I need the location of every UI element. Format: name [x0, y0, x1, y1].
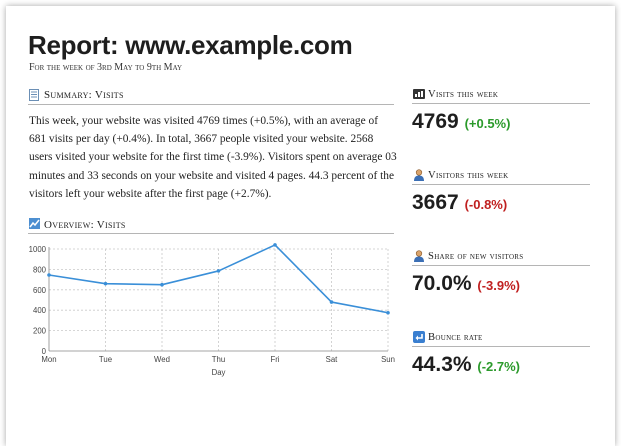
data-point	[216, 269, 221, 273]
x-tick-label: Fri	[270, 355, 279, 364]
y-tick-label: 0	[42, 347, 47, 356]
x-tick-label: Wed	[154, 355, 170, 364]
stat-label-bounce: Bounce rate	[428, 332, 483, 343]
stat-rule	[412, 265, 590, 266]
user-icon	[414, 250, 424, 262]
user-icon	[414, 169, 424, 181]
report-title: Report: www.example.com	[28, 30, 353, 60]
x-tick-label: Thu	[212, 355, 225, 364]
summary-text: This week, your website was visited 4769…	[29, 115, 397, 200]
stat-change: (-3.9%)	[477, 278, 521, 293]
stat-rule	[412, 184, 590, 185]
x-tick-label: Sun	[381, 355, 395, 364]
stats-icon	[413, 89, 425, 99]
stat-value-new-visitors: 70.0% (-3.9%)	[412, 272, 520, 296]
return-arrow-icon	[413, 331, 425, 343]
data-point	[386, 310, 390, 315]
stat-rule	[412, 346, 590, 347]
stat-label-visits: Visits this week	[428, 89, 499, 100]
document-icon	[29, 89, 39, 101]
x-axis-label: Day	[212, 368, 226, 377]
data-point	[103, 281, 108, 286]
y-tick-label: 800	[33, 265, 47, 274]
data-point	[329, 300, 334, 304]
y-tick-label: 1000	[29, 245, 47, 254]
visits-line-chart: 0 200 400 600 800 1000 Mon Tue Wed Thu Fri Sat Sun Da…	[29, 243, 395, 377]
x-tick-label: Sat	[326, 355, 339, 364]
stat-change: (-0.8%)	[464, 197, 508, 212]
data-point	[273, 243, 277, 247]
stat-number: 4769	[412, 110, 459, 133]
report-subtitle: For the week of 3rd May to 9th May	[29, 62, 183, 73]
y-tick-label: 600	[33, 286, 47, 295]
overview-rule	[28, 233, 394, 234]
line-chart-icon	[29, 218, 40, 229]
stat-change: (+0.5%)	[464, 116, 511, 131]
summary-rule	[28, 104, 394, 105]
stat-label-visitors: Visitors this week	[428, 170, 509, 181]
y-tick-label: 200	[33, 327, 47, 336]
stat-rule	[412, 103, 590, 104]
x-tick-label: Mon	[41, 355, 56, 364]
data-point	[47, 273, 51, 277]
summary-heading: Summary: Visits	[44, 89, 124, 101]
data-point	[160, 282, 164, 287]
x-tick-label: Tue	[99, 355, 112, 364]
stat-label-new-visitors: Share of new visitors	[428, 251, 524, 262]
stat-number: 44.3%	[412, 353, 472, 376]
stat-value-visitors: 3667 (-0.8%)	[412, 191, 507, 215]
stat-change: (-2.7%)	[477, 359, 521, 374]
report-page	[6, 6, 615, 446]
stat-value-bounce: 44.3% (-2.7%)	[412, 353, 520, 377]
stat-number: 70.0%	[412, 272, 472, 295]
y-tick-label: 400	[33, 306, 47, 315]
overview-heading: Overview: Visits	[44, 219, 126, 231]
stat-number: 3667	[412, 191, 459, 214]
stat-value-visits: 4769 (+0.5%)	[412, 110, 510, 134]
